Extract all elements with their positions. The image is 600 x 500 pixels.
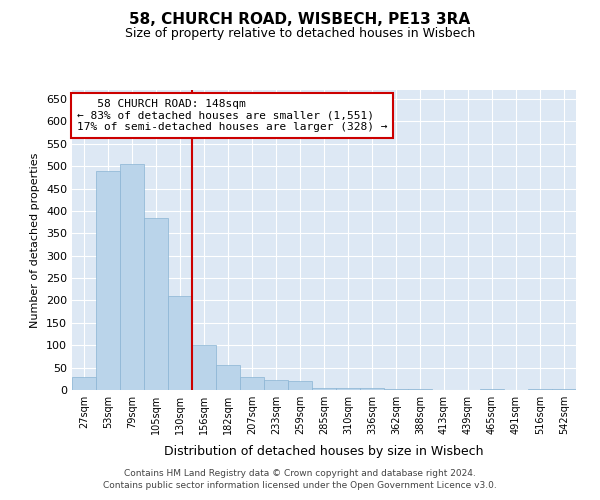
Bar xyxy=(264,380,288,390)
Bar xyxy=(240,376,264,390)
Bar xyxy=(120,164,144,390)
Y-axis label: Number of detached properties: Number of detached properties xyxy=(31,152,40,328)
Text: Contains HM Land Registry data © Crown copyright and database right 2024.: Contains HM Land Registry data © Crown c… xyxy=(124,468,476,477)
Bar xyxy=(288,381,312,390)
Text: Contains public sector information licensed under the Open Government Licence v3: Contains public sector information licen… xyxy=(103,481,497,490)
Bar xyxy=(144,218,168,390)
Bar xyxy=(528,389,552,390)
Bar xyxy=(312,388,336,390)
Text: Size of property relative to detached houses in Wisbech: Size of property relative to detached ho… xyxy=(125,28,475,40)
Bar xyxy=(552,389,576,390)
Bar xyxy=(360,388,384,390)
Bar xyxy=(192,345,216,390)
Bar xyxy=(408,389,432,390)
Bar xyxy=(96,170,120,390)
Bar xyxy=(480,389,504,390)
Bar xyxy=(216,366,240,390)
Bar xyxy=(384,389,408,390)
Bar xyxy=(168,296,192,390)
X-axis label: Distribution of detached houses by size in Wisbech: Distribution of detached houses by size … xyxy=(164,446,484,458)
Bar xyxy=(72,376,96,390)
Text: 58, CHURCH ROAD, WISBECH, PE13 3RA: 58, CHURCH ROAD, WISBECH, PE13 3RA xyxy=(130,12,470,28)
Bar xyxy=(336,388,360,390)
Text: 58 CHURCH ROAD: 148sqm
← 83% of detached houses are smaller (1,551)
17% of semi-: 58 CHURCH ROAD: 148sqm ← 83% of detached… xyxy=(77,99,388,132)
